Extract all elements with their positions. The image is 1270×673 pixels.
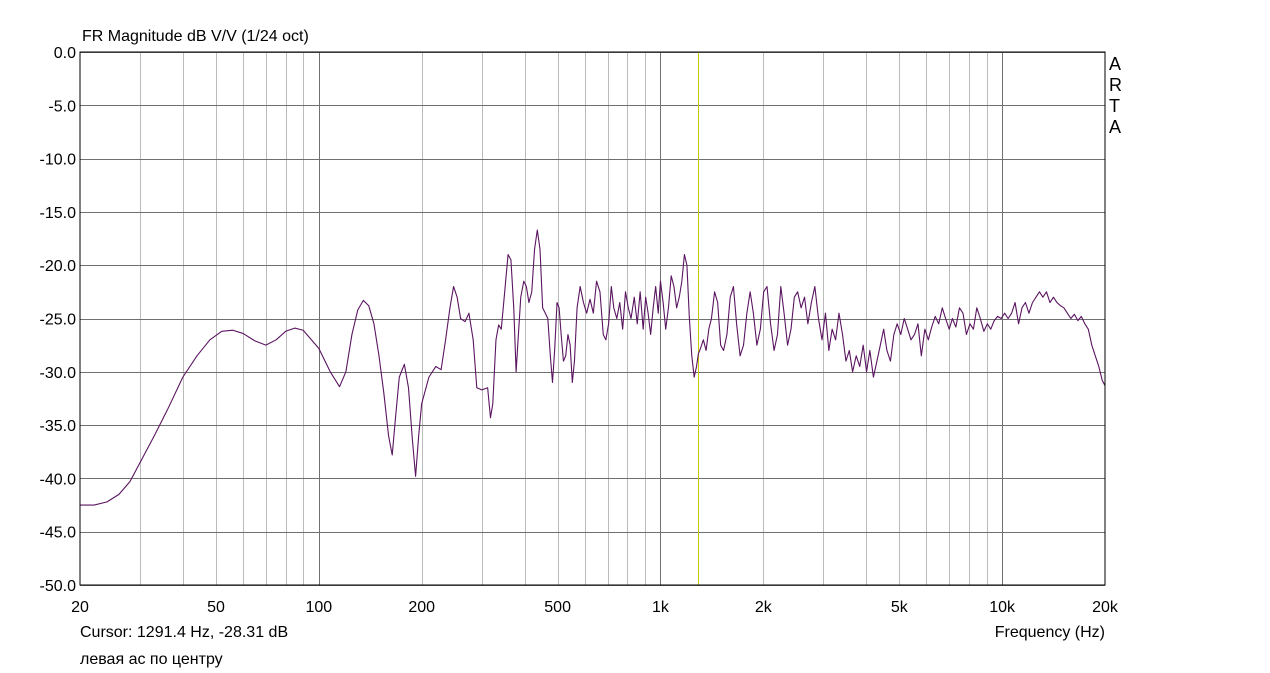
x-tick-label: 2k [755,599,773,616]
response-curve [80,229,1106,506]
y-tick-label: -45.0 [40,525,77,542]
y-tick-label: -40.0 [40,471,77,488]
measurement-caption: левая ас по центру [80,651,223,668]
y-tick-label: -30.0 [40,365,77,382]
series-layer [80,229,1106,506]
y-tick-label: -15.0 [40,205,77,222]
x-tick-label: 1k [652,599,670,616]
y-tick-label: -5.0 [48,98,76,115]
x-tick-label: 10k [989,599,1016,616]
brand-letter: R [1109,75,1122,95]
y-tick-label: 0.0 [54,45,76,62]
cursor-readout: Cursor: 1291.4 Hz, -28.31 dB [80,624,289,641]
y-tick-label: -20.0 [40,258,77,275]
x-tick-label: 20 [71,599,89,616]
plot-frame [79,51,1106,586]
y-tick-label: -35.0 [40,418,77,435]
brand-letter: A [1109,54,1122,74]
x-tick-label: 100 [305,599,332,616]
brand-letter: A [1109,117,1122,137]
arta-brand: A R T A [1109,54,1122,138]
x-tick-label: 20k [1092,599,1119,616]
x-tick-label: 5k [891,599,909,616]
chart-title: FR Magnitude dB V/V (1/24 oct) [82,28,309,45]
plot-background [80,52,1105,585]
x-tick-labels: 20 50 100 200 500 1k 2k 5k 10k 20k [71,599,1119,616]
x-tick-label: 500 [544,599,571,616]
x-tick-label: 200 [408,599,435,616]
y-tick-label: -50.0 [40,578,77,595]
x-tick-label: 50 [207,599,225,616]
x-axis-label: Frequency (Hz) [994,624,1105,641]
y-tick-label: -10.0 [40,152,77,169]
y-tick-labels: 0.0 -5.0 -10.0 -15.0 -20.0 -25.0 -30.0 -35.0 -40… [40,45,77,595]
y-tick-label: -25.0 [40,312,77,329]
brand-letter: T [1109,96,1120,116]
